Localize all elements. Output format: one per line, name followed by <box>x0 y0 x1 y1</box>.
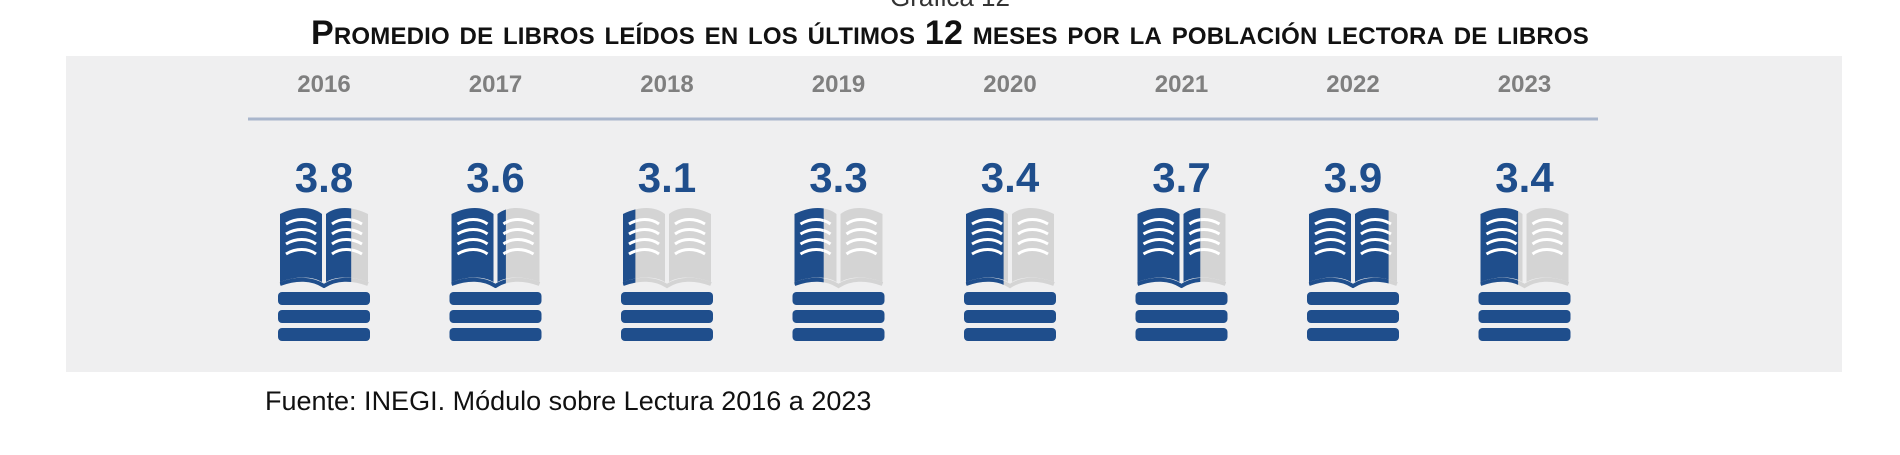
book-fill-level <box>1480 208 1519 286</box>
value-label: 3.8 <box>295 154 353 201</box>
book-stack-icon <box>792 292 885 341</box>
chart-title: Promedio de libros leídos en los últimos… <box>310 14 1590 52</box>
pictogram-chart: 2016 3.8 2017 3.6 2018 3.1 2019 3.3 2020 3.4 2021 3… <box>248 71 1598 341</box>
book-fill-level <box>1309 208 1389 288</box>
year-label: 2019 <box>812 71 865 98</box>
value-label: 3.4 <box>1495 154 1554 201</box>
value-label: 3.9 <box>1324 154 1382 201</box>
value-label: 3.7 <box>1152 154 1210 201</box>
book-stack-icon <box>449 292 542 341</box>
value-label: 3.4 <box>981 154 1040 201</box>
year-label: 2023 <box>1498 71 1551 98</box>
value-label: 3.6 <box>466 154 524 201</box>
book-stack-icon <box>1307 292 1399 341</box>
year-label: 2016 <box>297 71 350 98</box>
book-stack-icon <box>1135 292 1228 341</box>
year-label: 2022 <box>1326 71 1379 98</box>
book-fill-level <box>794 208 824 286</box>
book-fill-level <box>966 208 1004 286</box>
value-label: 3.3 <box>809 154 867 201</box>
book-fill-level <box>623 209 636 286</box>
book-stack-icon <box>278 292 370 341</box>
figure-label: Gráfica 12 <box>0 0 1900 13</box>
value-label: 3.1 <box>638 154 696 201</box>
year-label: 2018 <box>640 71 693 98</box>
year-label: 2020 <box>983 71 1036 98</box>
book-fill-level <box>1137 208 1201 288</box>
chart-panel: 2016 3.8 2017 3.6 2018 3.1 2019 3.3 2020 3.4 2021 3… <box>66 56 1842 372</box>
book-stack-icon <box>964 292 1056 341</box>
year-label: 2021 <box>1155 71 1208 98</box>
source-note: Fuente: INEGI. Módulo sobre Lectura 2016… <box>265 386 872 416</box>
book-fill-level <box>451 208 506 288</box>
open-book-icon <box>622 208 712 289</box>
year-label: 2017 <box>469 71 522 98</box>
book-fill-level <box>280 208 352 288</box>
book-stack-icon <box>1478 292 1571 341</box>
book-stack-icon <box>621 292 713 341</box>
